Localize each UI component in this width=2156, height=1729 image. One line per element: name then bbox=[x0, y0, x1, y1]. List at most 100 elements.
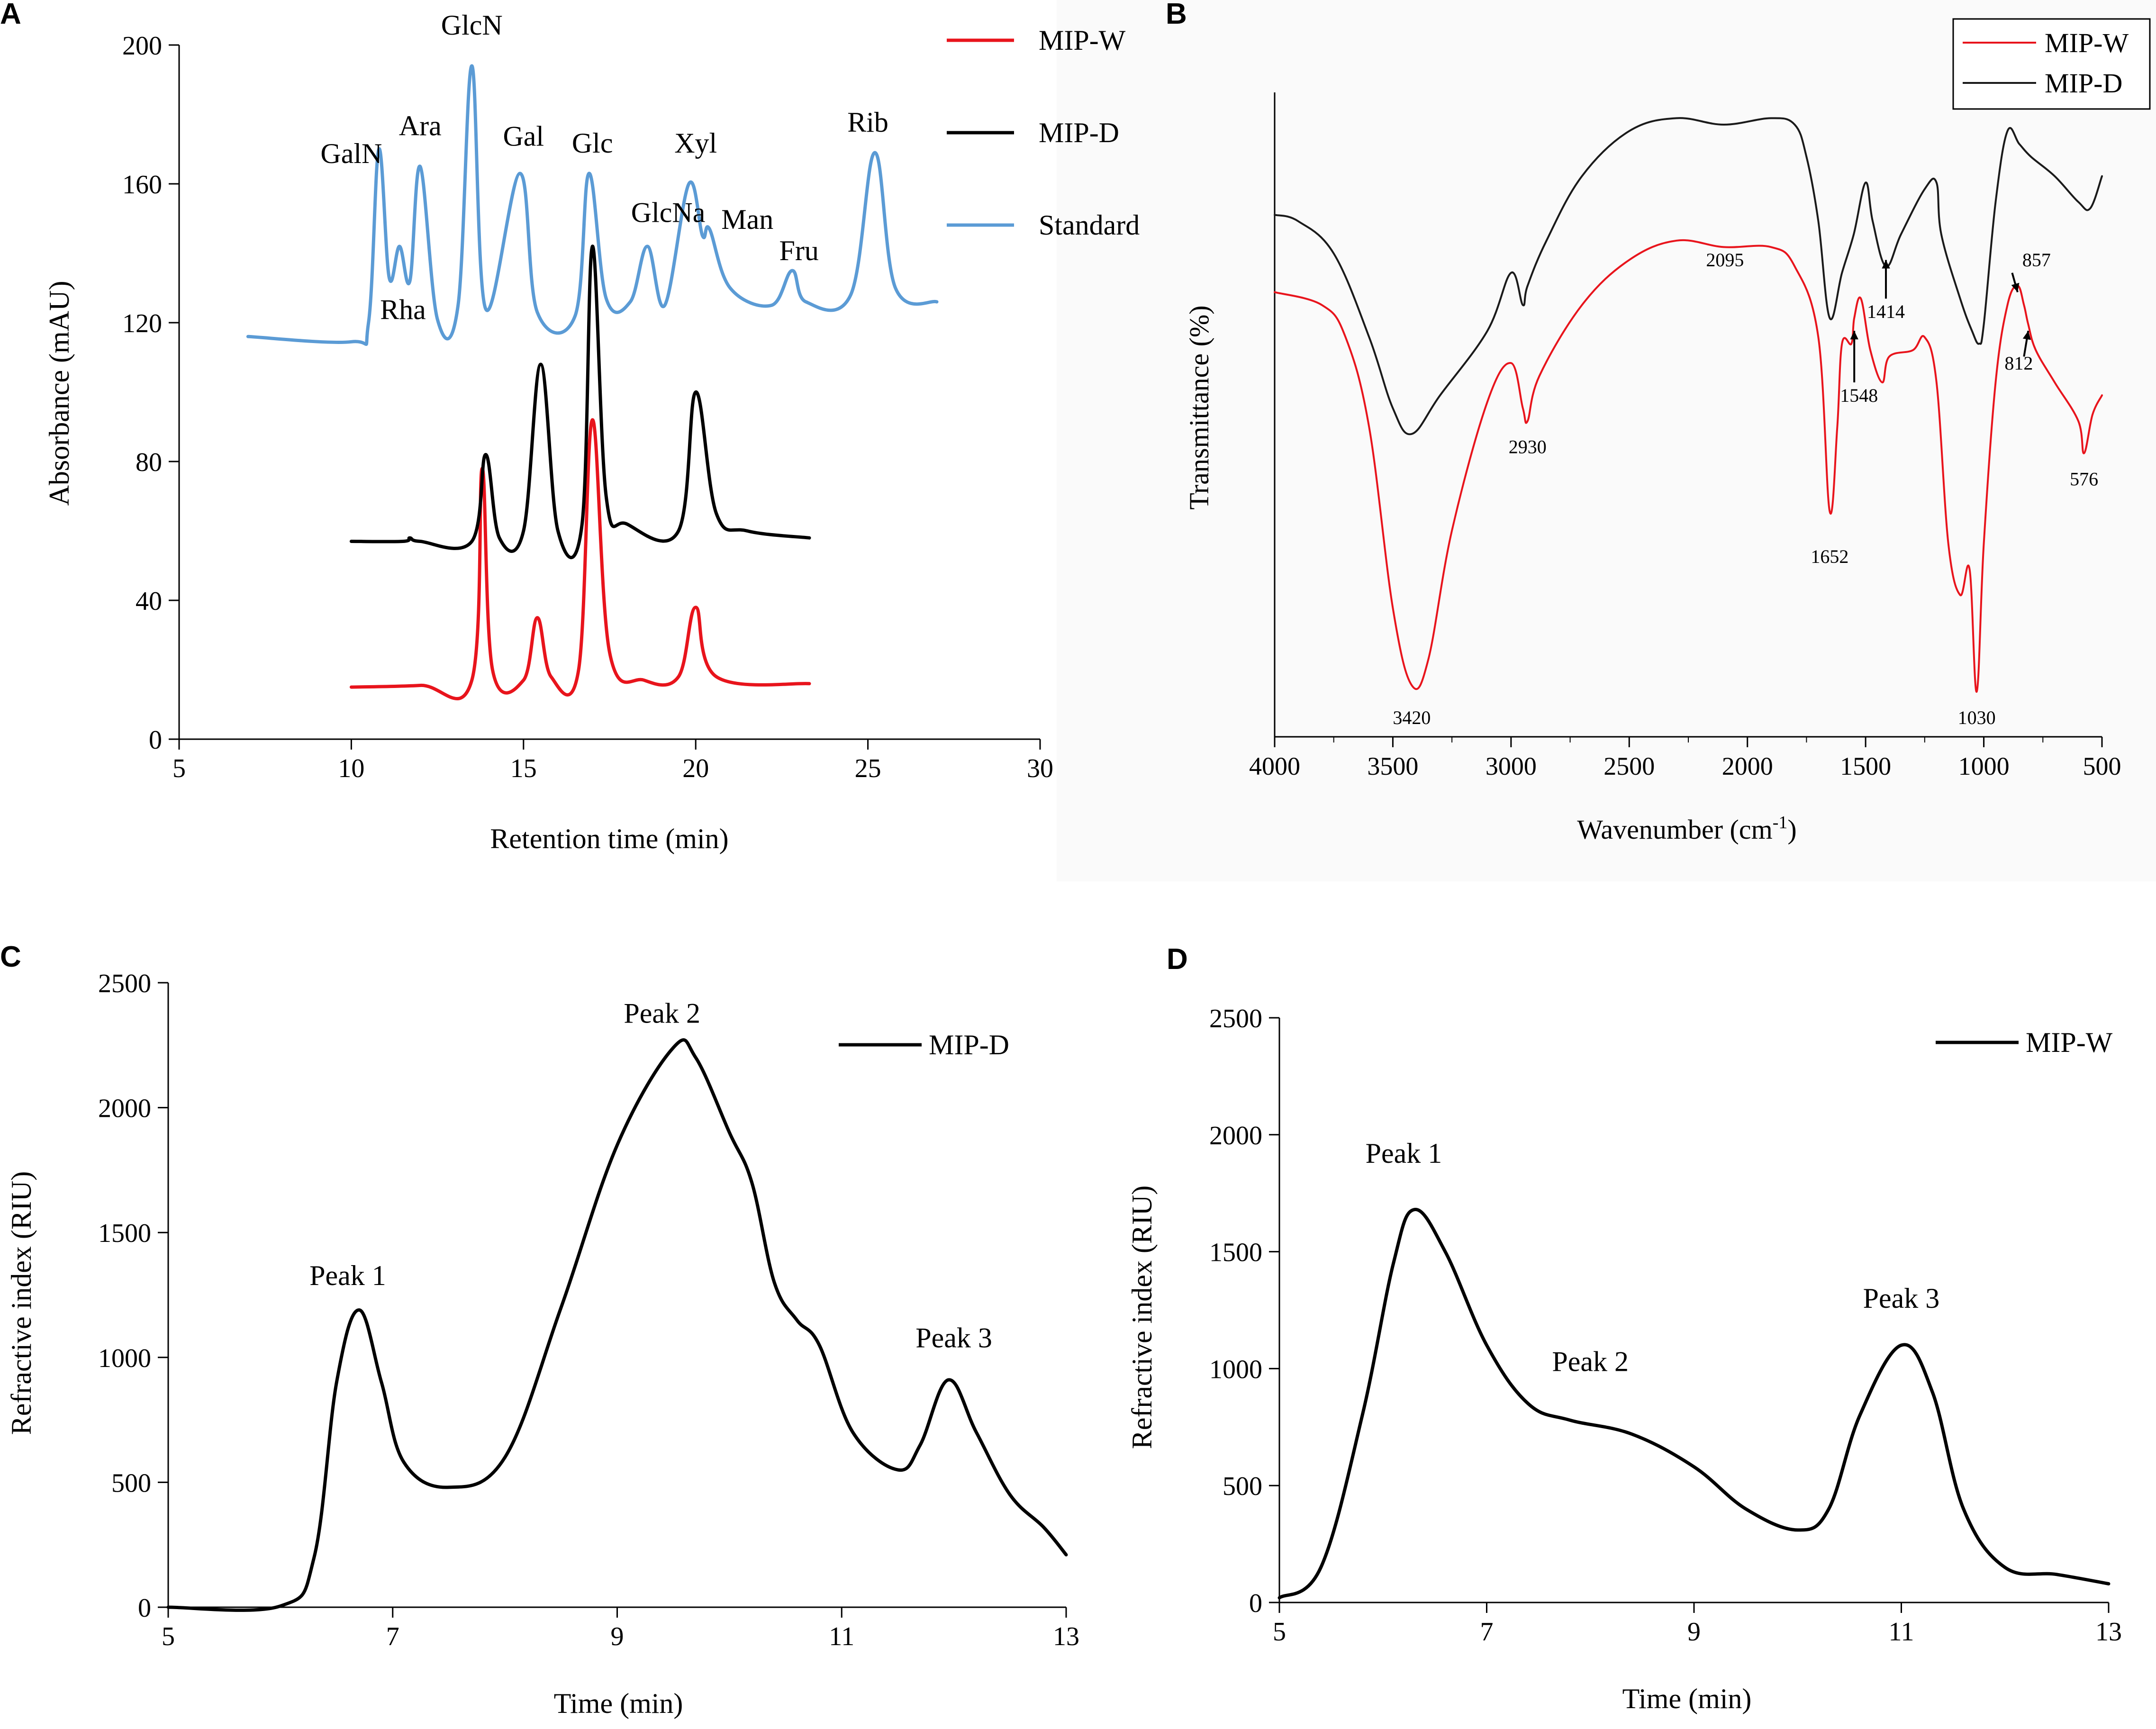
x-tick-label: 15 bbox=[510, 754, 537, 783]
y-tick-label: 1500 bbox=[1209, 1238, 1262, 1267]
panel-b: B 4000 3500 3000 2500 2000 1500 1000 500 Transmit… bbox=[1166, 0, 2151, 845]
x-axis-title-end: ) bbox=[1787, 814, 1796, 845]
y-tick-label: 2000 bbox=[98, 1094, 151, 1123]
annotation-arrow-head bbox=[1850, 331, 1858, 340]
peak-label: 857 bbox=[2022, 249, 2051, 271]
x-tick-label: 11 bbox=[829, 1622, 854, 1651]
peak-label: Rib bbox=[847, 107, 888, 138]
y-tick-label: 80 bbox=[136, 448, 162, 477]
panel-letter: B bbox=[1166, 0, 1187, 30]
peak-label: Ara bbox=[399, 110, 442, 141]
peak-label: GlcN bbox=[441, 9, 503, 41]
peak-label: 2095 bbox=[1706, 249, 1744, 271]
y-tick-label: 0 bbox=[149, 725, 162, 755]
x-tick-label: 4000 bbox=[1249, 752, 1300, 780]
x-axis-title-sup: -1 bbox=[1773, 813, 1788, 833]
x-tick-label: 9 bbox=[611, 1622, 624, 1651]
peak-label: 576 bbox=[2070, 469, 2098, 490]
x-tick-label: 20 bbox=[682, 754, 709, 783]
peak-label: Glc bbox=[572, 127, 613, 159]
legend-label: MIP-W bbox=[2026, 1027, 2113, 1058]
x-axis-title: Time (min) bbox=[554, 1688, 683, 1719]
x-axis-title-main: Wavenumber (cm bbox=[1577, 814, 1772, 845]
legend: MIP-D bbox=[839, 1029, 1009, 1060]
y-tick-label: 2000 bbox=[1209, 1121, 1262, 1150]
y-tick-label: 1000 bbox=[1209, 1355, 1262, 1384]
peak-label: 1652 bbox=[1811, 546, 1848, 567]
x-tick-label: 11 bbox=[1889, 1617, 1914, 1647]
peak-label: Peak 2 bbox=[1552, 1346, 1629, 1377]
x-axis-title: Wavenumber (cm-1) bbox=[1577, 813, 1796, 845]
y-tick-label: 2500 bbox=[1209, 1004, 1262, 1033]
series-line-mip-d bbox=[166, 1038, 1068, 1612]
x-tick-label: 7 bbox=[386, 1622, 399, 1651]
y-tick-label: 500 bbox=[1223, 1472, 1262, 1501]
panel-d: D 5 7 9 11 13 0 500 1000 1500 2000 2500 Refractive i… bbox=[1126, 943, 2122, 1714]
panel-c: C 5 7 9 11 13 0 500 1000 1500 2000 2500 Refractive i… bbox=[0, 941, 1079, 1719]
y-tick-label: 0 bbox=[138, 1593, 151, 1623]
x-tick-label: 30 bbox=[1027, 754, 1053, 783]
y-tick-label: 500 bbox=[111, 1468, 151, 1498]
legend-label: MIP-D bbox=[929, 1029, 1009, 1060]
x-axis-title: Retention time (min) bbox=[490, 823, 728, 854]
peak-label: 2930 bbox=[1509, 436, 1547, 458]
legend-label: MIP-D bbox=[2045, 68, 2122, 99]
series-line-mip-w bbox=[1274, 239, 2103, 693]
peak-label: Peak 1 bbox=[1366, 1138, 1442, 1169]
peak-label: 812 bbox=[2004, 353, 2033, 374]
series-line-mip-d bbox=[1274, 117, 2103, 435]
panel-letter: A bbox=[0, 0, 21, 30]
y-axis-title: Absorbance (mAU) bbox=[44, 281, 75, 506]
annotation-arrow-head bbox=[2011, 282, 2020, 292]
y-axis-title: Refractive index (RIU) bbox=[6, 1171, 37, 1435]
x-tick-label: 13 bbox=[2095, 1617, 2122, 1647]
panel-letter: D bbox=[1167, 943, 1188, 976]
y-tick-label: 160 bbox=[122, 170, 162, 199]
x-tick-label: 2500 bbox=[1603, 752, 1655, 780]
panel-b-background bbox=[1057, 0, 2156, 881]
y-tick-label: 1000 bbox=[98, 1344, 151, 1373]
peak-label: 3420 bbox=[1393, 707, 1431, 728]
y-axis-title: Refractive index (RIU) bbox=[1126, 1186, 1158, 1449]
x-tick-label: 7 bbox=[1480, 1617, 1494, 1647]
legend-label: MIP-W bbox=[2045, 27, 2129, 58]
peak-label: Gal bbox=[503, 120, 544, 152]
y-tick-label: 40 bbox=[136, 587, 162, 616]
series-line-standard bbox=[246, 64, 939, 346]
legend-label: MIP-D bbox=[1039, 117, 1119, 148]
legend: MIP-W bbox=[1936, 1027, 2113, 1058]
legend-label: MIP-W bbox=[1039, 25, 1126, 56]
series-line-mip-d bbox=[349, 244, 811, 560]
x-tick-label: 9 bbox=[1687, 1617, 1701, 1647]
annotation-arrow-head bbox=[1882, 260, 1890, 269]
legend-label: Standard bbox=[1039, 209, 1140, 241]
y-tick-label: 200 bbox=[122, 31, 162, 61]
legend: MIP-W MIP-D bbox=[1952, 18, 2151, 110]
panel-letter: C bbox=[0, 941, 21, 973]
peak-label: 1414 bbox=[1867, 301, 1905, 322]
peak-label: 1548 bbox=[1840, 385, 1878, 406]
x-tick-label: 5 bbox=[1273, 1617, 1286, 1647]
series-line-mip-w bbox=[349, 418, 811, 700]
y-tick-label: 1500 bbox=[98, 1219, 151, 1248]
x-tick-label: 2000 bbox=[1722, 752, 1773, 780]
x-tick-label: 10 bbox=[338, 754, 364, 783]
x-axis-title: Time (min) bbox=[1622, 1683, 1752, 1714]
peak-label: Xyl bbox=[674, 127, 717, 159]
y-tick-label: 0 bbox=[1249, 1589, 1262, 1618]
annotation-arrow-head bbox=[2022, 331, 2031, 340]
legend-box bbox=[1952, 18, 2151, 110]
peak-label: Peak 2 bbox=[624, 997, 700, 1029]
peak-label: Man bbox=[721, 204, 773, 235]
x-tick-label: 3500 bbox=[1367, 752, 1418, 780]
legend: MIP-W MIP-D Standard bbox=[947, 25, 1140, 241]
peak-label: Peak 3 bbox=[915, 1322, 992, 1354]
peak-label: 1030 bbox=[1958, 707, 1996, 728]
y-tick-label: 2500 bbox=[98, 969, 151, 998]
peak-label: Rha bbox=[380, 294, 426, 326]
peak-label: Fru bbox=[779, 235, 819, 266]
x-tick-label: 13 bbox=[1053, 1622, 1079, 1651]
series-line-mip-w bbox=[1277, 1208, 2111, 1600]
x-tick-label: 500 bbox=[2083, 752, 2121, 780]
